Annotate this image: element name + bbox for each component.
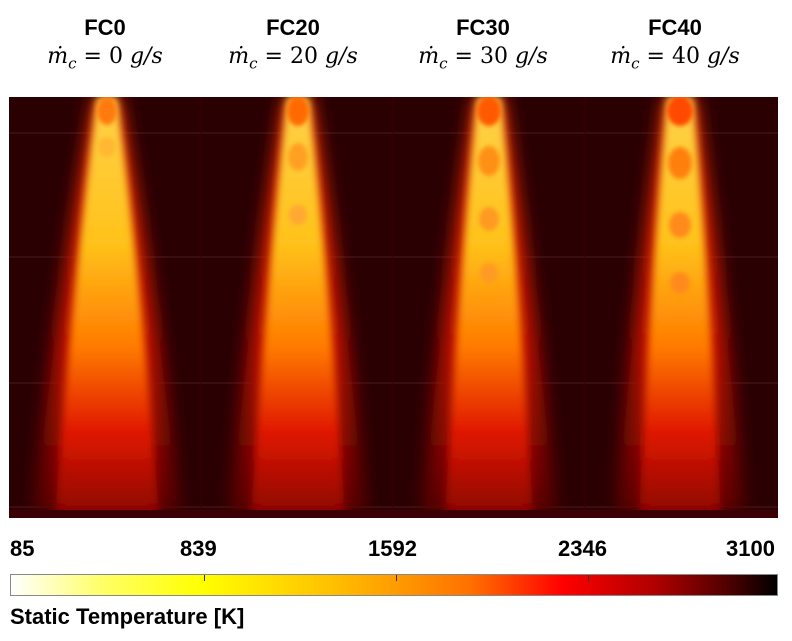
plume-fc30 [423,97,555,515]
mass-flow-formula: ṁc = 40 g/s [580,42,770,78]
column-header-fc20: FC20 ṁc = 20 g/s [198,14,388,78]
panel-bottom-edge [9,510,778,518]
column-header-fc0: FC0 ṁc = 0 g/s [10,14,200,78]
column-header-fc40: FC40 ṁc = 40 g/s [580,14,770,78]
colorbar-tick-label: 839 [180,536,217,561]
column-title: FC40 [648,15,702,40]
formula-unit: g/s [699,44,740,69]
plume-fc40 [617,97,743,515]
formula-equals: = [447,44,480,69]
mass-flow-formula: ṁc = 30 g/s [388,42,578,78]
formula-subscript: c [631,54,640,73]
formula-value: 20 [289,44,318,69]
formula-equals: = [257,44,290,69]
formula-value: 0 [108,44,123,69]
mass-flow-formula: ṁc = 20 g/s [198,42,388,78]
colorbar-tick-label: 1592 [368,536,417,561]
colorbar-tick-labels: 85 839 1592 2346 3100 [0,536,792,566]
column-title: FC20 [266,15,320,40]
formula-symbol: ṁ [418,44,440,69]
formula-value: 30 [479,44,508,69]
formula-subscript: c [439,54,448,73]
colorbar-label: Static Temperature [K] [10,604,245,629]
column-title: FC0 [84,15,126,40]
formula-subscript: c [249,54,258,73]
colorbar-tick [396,575,397,581]
formula-symbol: ṁ [610,44,632,69]
colorbar-tick-label: 85 [10,536,35,561]
column-headers: FC0 ṁc = 0 g/s FC20 ṁc = 20 g/s FC30 ṁc … [0,14,792,94]
colorbar-tick-label: 3100 [726,536,775,561]
plume-fc20 [231,97,365,515]
formula-unit: g/s [317,44,358,69]
temperature-field-panels [9,97,778,515]
formula-equals: = [639,44,672,69]
formula-unit: g/s [507,44,548,69]
colorbar-tick-label: 2346 [558,536,607,561]
formula-unit: g/s [122,44,163,69]
formula-value: 40 [671,44,700,69]
temperature-field-image [9,97,778,515]
column-title: FC30 [456,15,510,40]
formula-symbol: ṁ [47,44,69,69]
column-header-fc30: FC30 ṁc = 30 g/s [388,14,578,78]
formula-symbol: ṁ [228,44,250,69]
formula-subscript: c [68,54,77,73]
colorbar-tick [204,575,205,581]
colorbar-tick [588,575,589,581]
temperature-colorbar [10,574,778,596]
formula-equals: = [76,44,109,69]
plume-fc0 [35,97,179,515]
mass-flow-formula: ṁc = 0 g/s [10,42,200,78]
